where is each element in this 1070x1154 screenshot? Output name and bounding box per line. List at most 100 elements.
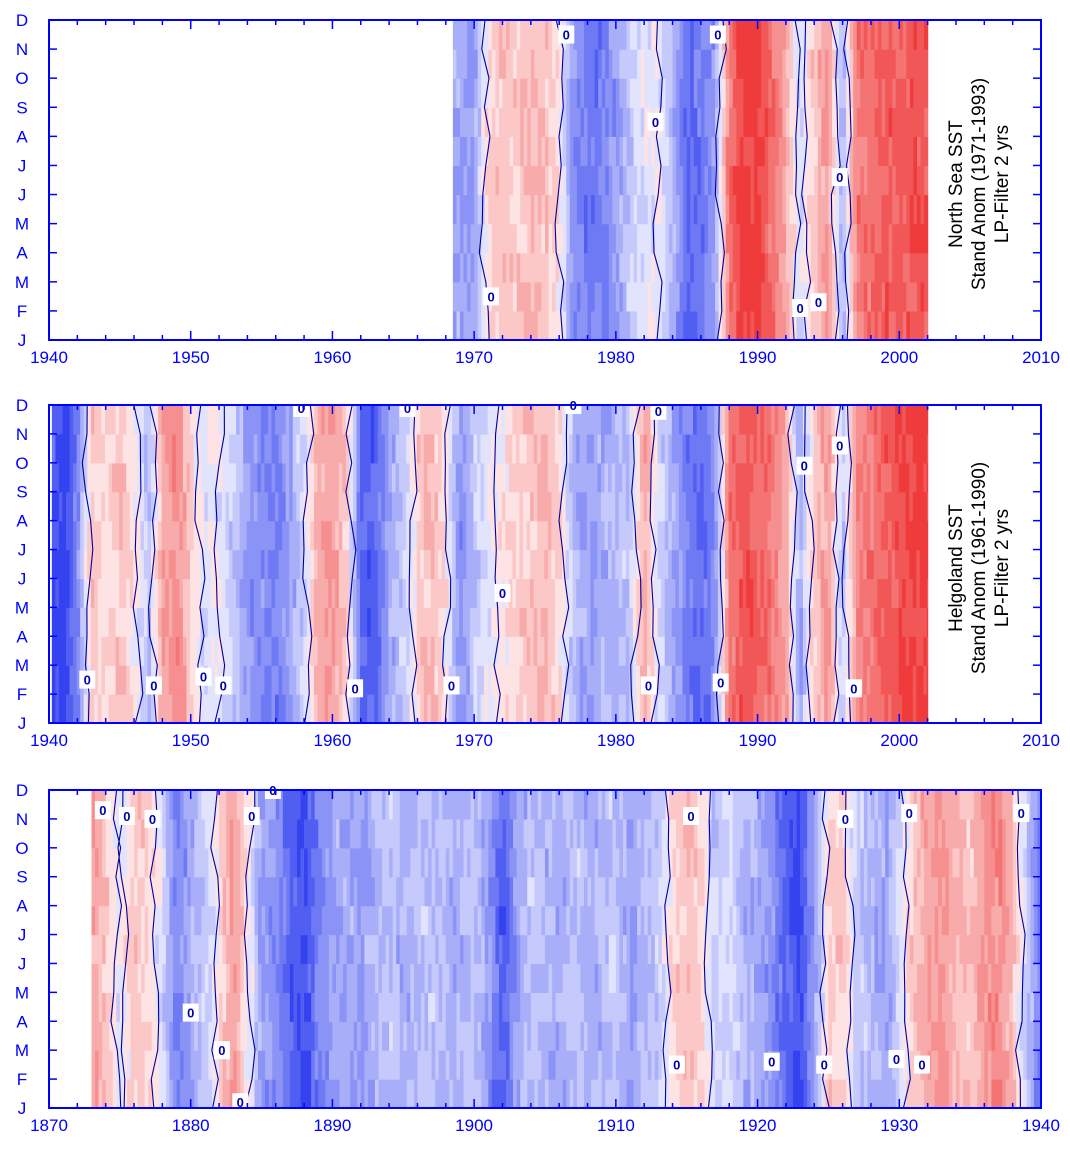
zero-contour-line (715, 405, 725, 723)
heatmap-cell (530, 310, 535, 340)
heatmap-cell (434, 578, 439, 608)
heatmap-cell (913, 223, 918, 254)
heatmap-cell (441, 462, 446, 493)
heatmap-cell (885, 281, 890, 312)
heatmap-cell (658, 310, 663, 340)
heatmap-cell (778, 694, 783, 723)
heatmap-cell (618, 578, 623, 608)
heatmap-cell (197, 934, 202, 965)
heatmap-cell (484, 405, 489, 435)
heatmap-cell (112, 549, 117, 580)
heatmap-cell (260, 549, 265, 580)
heatmap-cell (310, 636, 315, 666)
heatmap-cell (129, 405, 134, 435)
heatmap-cell (555, 107, 560, 137)
heatmap-cell (831, 78, 837, 108)
heatmap-cell (69, 694, 74, 723)
heatmap-cell (637, 223, 642, 254)
heatmap-cell (732, 136, 737, 167)
heatmap-cell (246, 665, 251, 695)
heatmap-cell (349, 549, 354, 580)
heatmap-cell (187, 1079, 192, 1108)
heatmap-cell (761, 310, 766, 340)
heatmap-cell (102, 1079, 107, 1108)
heatmap-cell (335, 636, 340, 666)
heatmap-cell (469, 405, 475, 435)
heatmap-cell (799, 491, 804, 522)
heatmap-cell (97, 578, 103, 608)
heatmap-cell (813, 636, 818, 666)
heatmap-cell (494, 607, 499, 637)
heatmap-cell (763, 520, 769, 551)
heatmap-cell (360, 694, 365, 723)
heatmap-cell (495, 49, 500, 79)
heatmap-cell (112, 963, 117, 993)
heatmap-cell (863, 636, 868, 666)
heatmap-cell (813, 549, 818, 580)
heatmap-cell (324, 607, 329, 637)
heatmap-cell (800, 281, 805, 312)
heatmap-cell (664, 607, 669, 637)
heatmap-cell (165, 462, 170, 493)
heatmap-cell (83, 405, 88, 435)
heatmap-cell (194, 1050, 199, 1080)
heatmap-cell (633, 281, 638, 312)
heatmap-cell (282, 549, 287, 580)
heatmap-cell (505, 636, 510, 666)
heatmap-cell (526, 636, 531, 666)
heatmap-cell (778, 20, 783, 50)
heatmap-cell (774, 433, 779, 464)
heatmap-cell (703, 433, 708, 464)
heatmap-cell (94, 549, 99, 580)
heatmap-cell (219, 790, 224, 820)
heatmap-cell (820, 462, 825, 493)
heatmap-cell (395, 636, 400, 666)
heatmap-cell (352, 636, 358, 666)
heatmap-cell (586, 520, 591, 551)
heatmap-cell (95, 934, 100, 965)
heatmap-cell (789, 136, 794, 167)
heatmap-cell (866, 405, 871, 435)
heatmap-cell (190, 549, 195, 580)
heatmap-cell (491, 405, 496, 435)
heatmap-cell (789, 20, 794, 50)
heatmap-cell (406, 462, 411, 493)
heatmap-cell (221, 520, 227, 551)
heatmap-cell (853, 310, 858, 340)
heatmap-cell (920, 281, 925, 312)
heatmap-cell (182, 578, 188, 608)
heatmap-cell (129, 665, 134, 695)
heatmap-cell (523, 20, 528, 50)
heatmap-cell (792, 549, 797, 580)
heatmap-cell (899, 20, 904, 50)
heatmap-cell (161, 433, 166, 464)
heatmap-cell (742, 462, 747, 493)
heatmap-cell (679, 252, 684, 283)
heatmap-cell (899, 165, 904, 196)
heatmap-cell (126, 963, 132, 993)
heatmap-cell (477, 194, 482, 225)
heatmap-cell (746, 20, 752, 50)
panel-title: North Sea SST Stand Anom (1971-1993) LP-Fi… (946, 78, 1013, 290)
heatmap-cell (314, 491, 319, 522)
heatmap-cell (669, 78, 674, 108)
heatmap-cell (693, 223, 698, 254)
heatmap-cell (481, 49, 486, 79)
heatmap-cell (306, 607, 312, 637)
heatmap-cell (611, 405, 616, 435)
heatmap-cell (321, 405, 326, 435)
heatmap-cell (821, 194, 826, 225)
heatmap-cell (909, 520, 914, 551)
heatmap-cell (506, 223, 511, 254)
heatmap-cell (296, 607, 301, 637)
heatmap-cell (215, 876, 220, 907)
heatmap-cell (551, 549, 556, 580)
heatmap-cell (686, 694, 691, 723)
heatmap-cell (481, 107, 486, 137)
heatmap-cell (55, 433, 60, 464)
heatmap-cell (97, 607, 103, 637)
heatmap-cell (824, 107, 830, 137)
heatmap-cell (104, 607, 110, 637)
heatmap-cell (165, 1079, 171, 1108)
